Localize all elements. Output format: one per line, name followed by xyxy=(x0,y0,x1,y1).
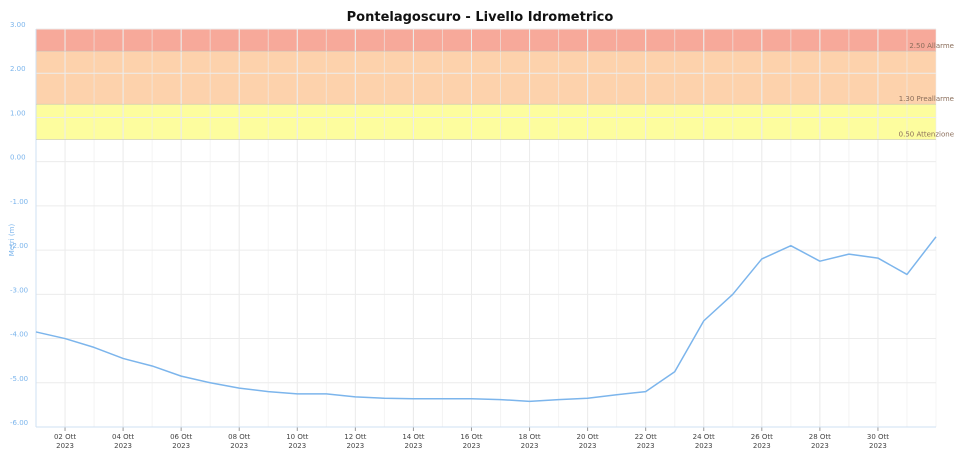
threshold-label: 1.30 Preallarme xyxy=(899,95,954,103)
x-tick-label: 02 Ott xyxy=(54,433,76,441)
x-tick-label: 30 Ott xyxy=(867,433,889,441)
y-tick-label: -5.00 xyxy=(10,375,28,383)
y-tick-label: 0.00 xyxy=(10,154,26,162)
threshold-label: 0.50 Attenzione xyxy=(899,131,954,139)
data-line xyxy=(35,236,937,403)
y-tick-label: -3.00 xyxy=(10,286,28,294)
y-tick-label: -1.00 xyxy=(10,198,28,206)
x-tick-label: 08 Ott xyxy=(228,433,250,441)
x-tick-year: 2023 xyxy=(114,442,132,450)
x-tick-label: 22 Ott xyxy=(635,433,657,441)
y-tick-label: 2.00 xyxy=(10,65,26,73)
x-tick-year: 2023 xyxy=(637,442,655,450)
x-tick-year: 2023 xyxy=(405,442,423,450)
y-tick-label: 3.00 xyxy=(10,21,26,29)
x-tick-year: 2023 xyxy=(869,442,887,450)
x-tick-label: 26 Ott xyxy=(751,433,773,441)
y-tick-label: 1.00 xyxy=(10,109,26,117)
x-tick-label: 12 Ott xyxy=(344,433,366,441)
x-tick-year: 2023 xyxy=(346,442,364,450)
y-tick-label: -4.00 xyxy=(10,331,28,339)
x-tick-year: 2023 xyxy=(172,442,190,450)
x-tick-label: 14 Ott xyxy=(402,433,424,441)
threshold-band xyxy=(36,104,936,140)
x-tick-label: 10 Ott xyxy=(286,433,308,441)
x-tick-label: 06 Ott xyxy=(170,433,192,441)
x-tick-year: 2023 xyxy=(811,442,829,450)
x-tick-year: 2023 xyxy=(288,442,306,450)
chart-title: Pontelagoscuro - Livello Idrometrico xyxy=(347,10,614,25)
x-tick-label: 24 Ott xyxy=(693,433,715,441)
x-tick-year: 2023 xyxy=(230,442,248,450)
x-tick-year: 2023 xyxy=(521,442,539,450)
x-tick-year: 2023 xyxy=(56,442,74,450)
x-tick-label: 20 Ott xyxy=(577,433,599,441)
x-tick-label: 04 Ott xyxy=(112,433,134,441)
threshold-band xyxy=(36,29,936,52)
x-tick-label: 16 Ott xyxy=(460,433,482,441)
x-tick-label: 28 Ott xyxy=(809,433,831,441)
y-tick-label: -2.00 xyxy=(10,242,28,250)
y-axis-label: Metri (m) xyxy=(8,224,16,257)
y-tick-label: -6.00 xyxy=(10,419,28,427)
threshold-label: 2.50 Allarme xyxy=(909,42,954,50)
x-tick-label: 18 Ott xyxy=(518,433,540,441)
x-tick-year: 2023 xyxy=(579,442,597,450)
x-tick-year: 2023 xyxy=(753,442,771,450)
x-tick-year: 2023 xyxy=(463,442,481,450)
x-tick-year: 2023 xyxy=(695,442,713,450)
threshold-band xyxy=(36,51,936,105)
